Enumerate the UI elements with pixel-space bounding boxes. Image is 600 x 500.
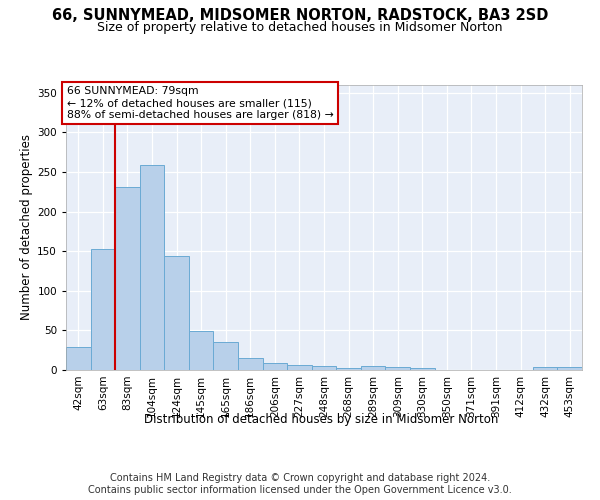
Text: Contains HM Land Registry data © Crown copyright and database right 2024.
Contai: Contains HM Land Registry data © Crown c… <box>88 474 512 495</box>
Bar <box>263 363 287 370</box>
Text: Size of property relative to detached houses in Midsomer Norton: Size of property relative to detached ho… <box>97 22 503 35</box>
Bar <box>287 365 312 370</box>
Bar <box>91 249 115 370</box>
Bar <box>189 331 214 370</box>
Text: 66 SUNNYMEAD: 79sqm
← 12% of detached houses are smaller (115)
88% of semi-detac: 66 SUNNYMEAD: 79sqm ← 12% of detached ho… <box>67 86 333 120</box>
Bar <box>336 368 361 370</box>
Bar <box>312 366 336 370</box>
Bar <box>533 367 557 370</box>
Text: Distribution of detached houses by size in Midsomer Norton: Distribution of detached houses by size … <box>144 412 498 426</box>
Bar <box>164 256 189 370</box>
Y-axis label: Number of detached properties: Number of detached properties <box>20 134 33 320</box>
Bar <box>238 358 263 370</box>
Bar <box>140 165 164 370</box>
Bar <box>361 366 385 370</box>
Bar <box>410 368 434 370</box>
Bar <box>557 367 582 370</box>
Bar <box>66 347 91 370</box>
Text: 66, SUNNYMEAD, MIDSOMER NORTON, RADSTOCK, BA3 2SD: 66, SUNNYMEAD, MIDSOMER NORTON, RADSTOCK… <box>52 8 548 22</box>
Bar <box>385 367 410 370</box>
Bar <box>214 342 238 370</box>
Bar <box>115 187 140 370</box>
